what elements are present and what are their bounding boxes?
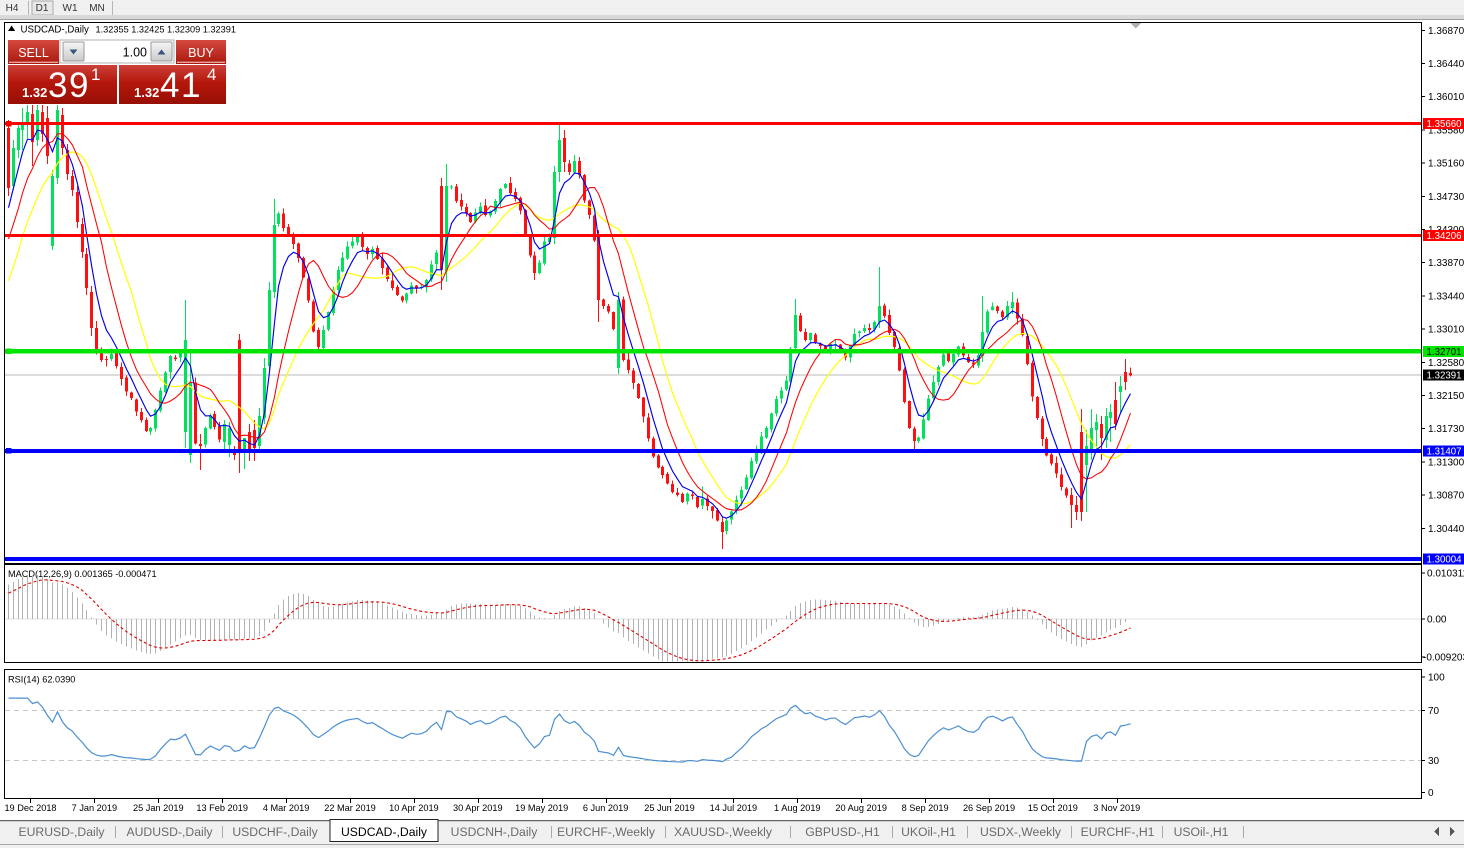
svg-text:1.35660: 1.35660 (1426, 119, 1462, 130)
svg-text:1: 1 (91, 65, 100, 84)
svg-text:UKOil-,H1: UKOil-,H1 (901, 825, 956, 839)
svg-text:EURCHF-,H1: EURCHF-,H1 (1081, 825, 1155, 839)
svg-text:1.31407: 1.31407 (1426, 446, 1461, 457)
svg-text:1.30004: 1.30004 (1426, 554, 1462, 565)
svg-text:1.34730: 1.34730 (1428, 192, 1464, 203)
svg-text:USDCNH-,Daily: USDCNH-,Daily (451, 825, 539, 839)
svg-text:1.32: 1.32 (134, 85, 159, 100)
svg-text:1.33870: 1.33870 (1428, 258, 1464, 269)
svg-text:7 Jan 2019: 7 Jan 2019 (72, 803, 117, 813)
svg-text:XAUUSD-,Weekly: XAUUSD-,Weekly (674, 825, 773, 839)
svg-text:3 Nov 2019: 3 Nov 2019 (1093, 803, 1140, 813)
svg-text:1.33010: 1.33010 (1428, 325, 1464, 336)
svg-text:EURUSD-,Daily: EURUSD-,Daily (19, 825, 106, 839)
svg-text:26 Sep 2019: 26 Sep 2019 (963, 803, 1015, 813)
svg-text:19 May 2019: 19 May 2019 (515, 803, 568, 813)
svg-text:1.32391: 1.32391 (1426, 371, 1461, 382)
svg-text:1.31300: 1.31300 (1428, 457, 1464, 468)
svg-text:-0.009203: -0.009203 (1423, 653, 1464, 664)
svg-text:1.35580: 1.35580 (1428, 125, 1464, 136)
svg-text:USOil-,H1: USOil-,H1 (1174, 825, 1229, 839)
svg-text:1.36440: 1.36440 (1428, 59, 1464, 70)
svg-text:1.32580: 1.32580 (1428, 358, 1464, 369)
svg-text:1.32355 1.32425 1.32309 1.3239: 1.32355 1.32425 1.32309 1.32391 (96, 25, 237, 35)
svg-text:MN: MN (89, 3, 105, 14)
svg-text:SELL: SELL (18, 46, 49, 60)
svg-text:1.30440: 1.30440 (1428, 524, 1464, 535)
svg-text:19 Dec 2018: 19 Dec 2018 (4, 803, 56, 813)
svg-text:1.32150: 1.32150 (1428, 391, 1464, 402)
svg-text:1.33440: 1.33440 (1428, 291, 1464, 302)
svg-text:1.32: 1.32 (22, 85, 47, 100)
svg-text:0.010311: 0.010311 (1427, 569, 1464, 580)
svg-text:GBPUSD-,H1: GBPUSD-,H1 (805, 825, 880, 839)
svg-text:4 Mar 2019: 4 Mar 2019 (263, 803, 309, 813)
svg-text:BUY: BUY (188, 46, 214, 60)
svg-text:USDCHF-,Daily: USDCHF-,Daily (232, 825, 318, 839)
svg-text:39: 39 (48, 66, 90, 105)
svg-text:1.31730: 1.31730 (1428, 424, 1464, 435)
svg-text:25 Jun 2019: 25 Jun 2019 (644, 803, 695, 813)
svg-text:D1: D1 (36, 3, 49, 14)
svg-text:25 Jan 2019: 25 Jan 2019 (133, 803, 184, 813)
svg-text:0: 0 (1428, 788, 1434, 799)
svg-text:RSI(14) 62.0390: RSI(14) 62.0390 (8, 675, 75, 685)
svg-text:22 Mar 2019: 22 Mar 2019 (324, 803, 376, 813)
svg-text:20 Aug 2019: 20 Aug 2019 (835, 803, 887, 813)
svg-text:1.00: 1.00 (123, 46, 147, 60)
svg-text:1.36010: 1.36010 (1428, 92, 1464, 103)
svg-text:AUDUSD-,Daily: AUDUSD-,Daily (127, 825, 214, 839)
svg-text:41: 41 (160, 66, 202, 105)
svg-text:1 Aug 2019: 1 Aug 2019 (774, 803, 821, 813)
svg-text:USDX-,Weekly: USDX-,Weekly (980, 825, 1062, 839)
svg-text:0.00: 0.00 (1427, 615, 1447, 626)
svg-text:8 Sep 2019: 8 Sep 2019 (902, 803, 949, 813)
svg-text:30 Apr 2019: 30 Apr 2019 (453, 803, 503, 813)
svg-text:30: 30 (1428, 756, 1440, 767)
svg-text:10 Apr 2019: 10 Apr 2019 (389, 803, 439, 813)
svg-text:1.30870: 1.30870 (1428, 491, 1464, 502)
svg-text:USDCAD-,Daily: USDCAD-,Daily (341, 825, 428, 839)
svg-text:4: 4 (207, 65, 216, 84)
svg-text:MACD(12,26,9) 0.001365 -0.0004: MACD(12,26,9) 0.001365 -0.000471 (8, 569, 157, 579)
svg-text:6 Jun 2019: 6 Jun 2019 (583, 803, 628, 813)
svg-text:1.35160: 1.35160 (1428, 159, 1464, 170)
svg-text:1.34206: 1.34206 (1426, 231, 1461, 242)
svg-text:USDCAD-,Daily: USDCAD-,Daily (21, 25, 90, 36)
svg-text:EURCHF-,Weekly: EURCHF-,Weekly (557, 825, 656, 839)
svg-text:14 Jul 2019: 14 Jul 2019 (710, 803, 758, 813)
svg-text:15 Oct 2019: 15 Oct 2019 (1028, 803, 1078, 813)
svg-text:H4: H4 (6, 3, 19, 14)
svg-text:1.32701: 1.32701 (1426, 347, 1461, 358)
svg-text:70: 70 (1428, 706, 1440, 717)
svg-text:1.36870: 1.36870 (1428, 26, 1464, 37)
svg-text:100: 100 (1428, 673, 1445, 684)
svg-text:W1: W1 (63, 3, 78, 14)
svg-text:13 Feb 2019: 13 Feb 2019 (196, 803, 248, 813)
